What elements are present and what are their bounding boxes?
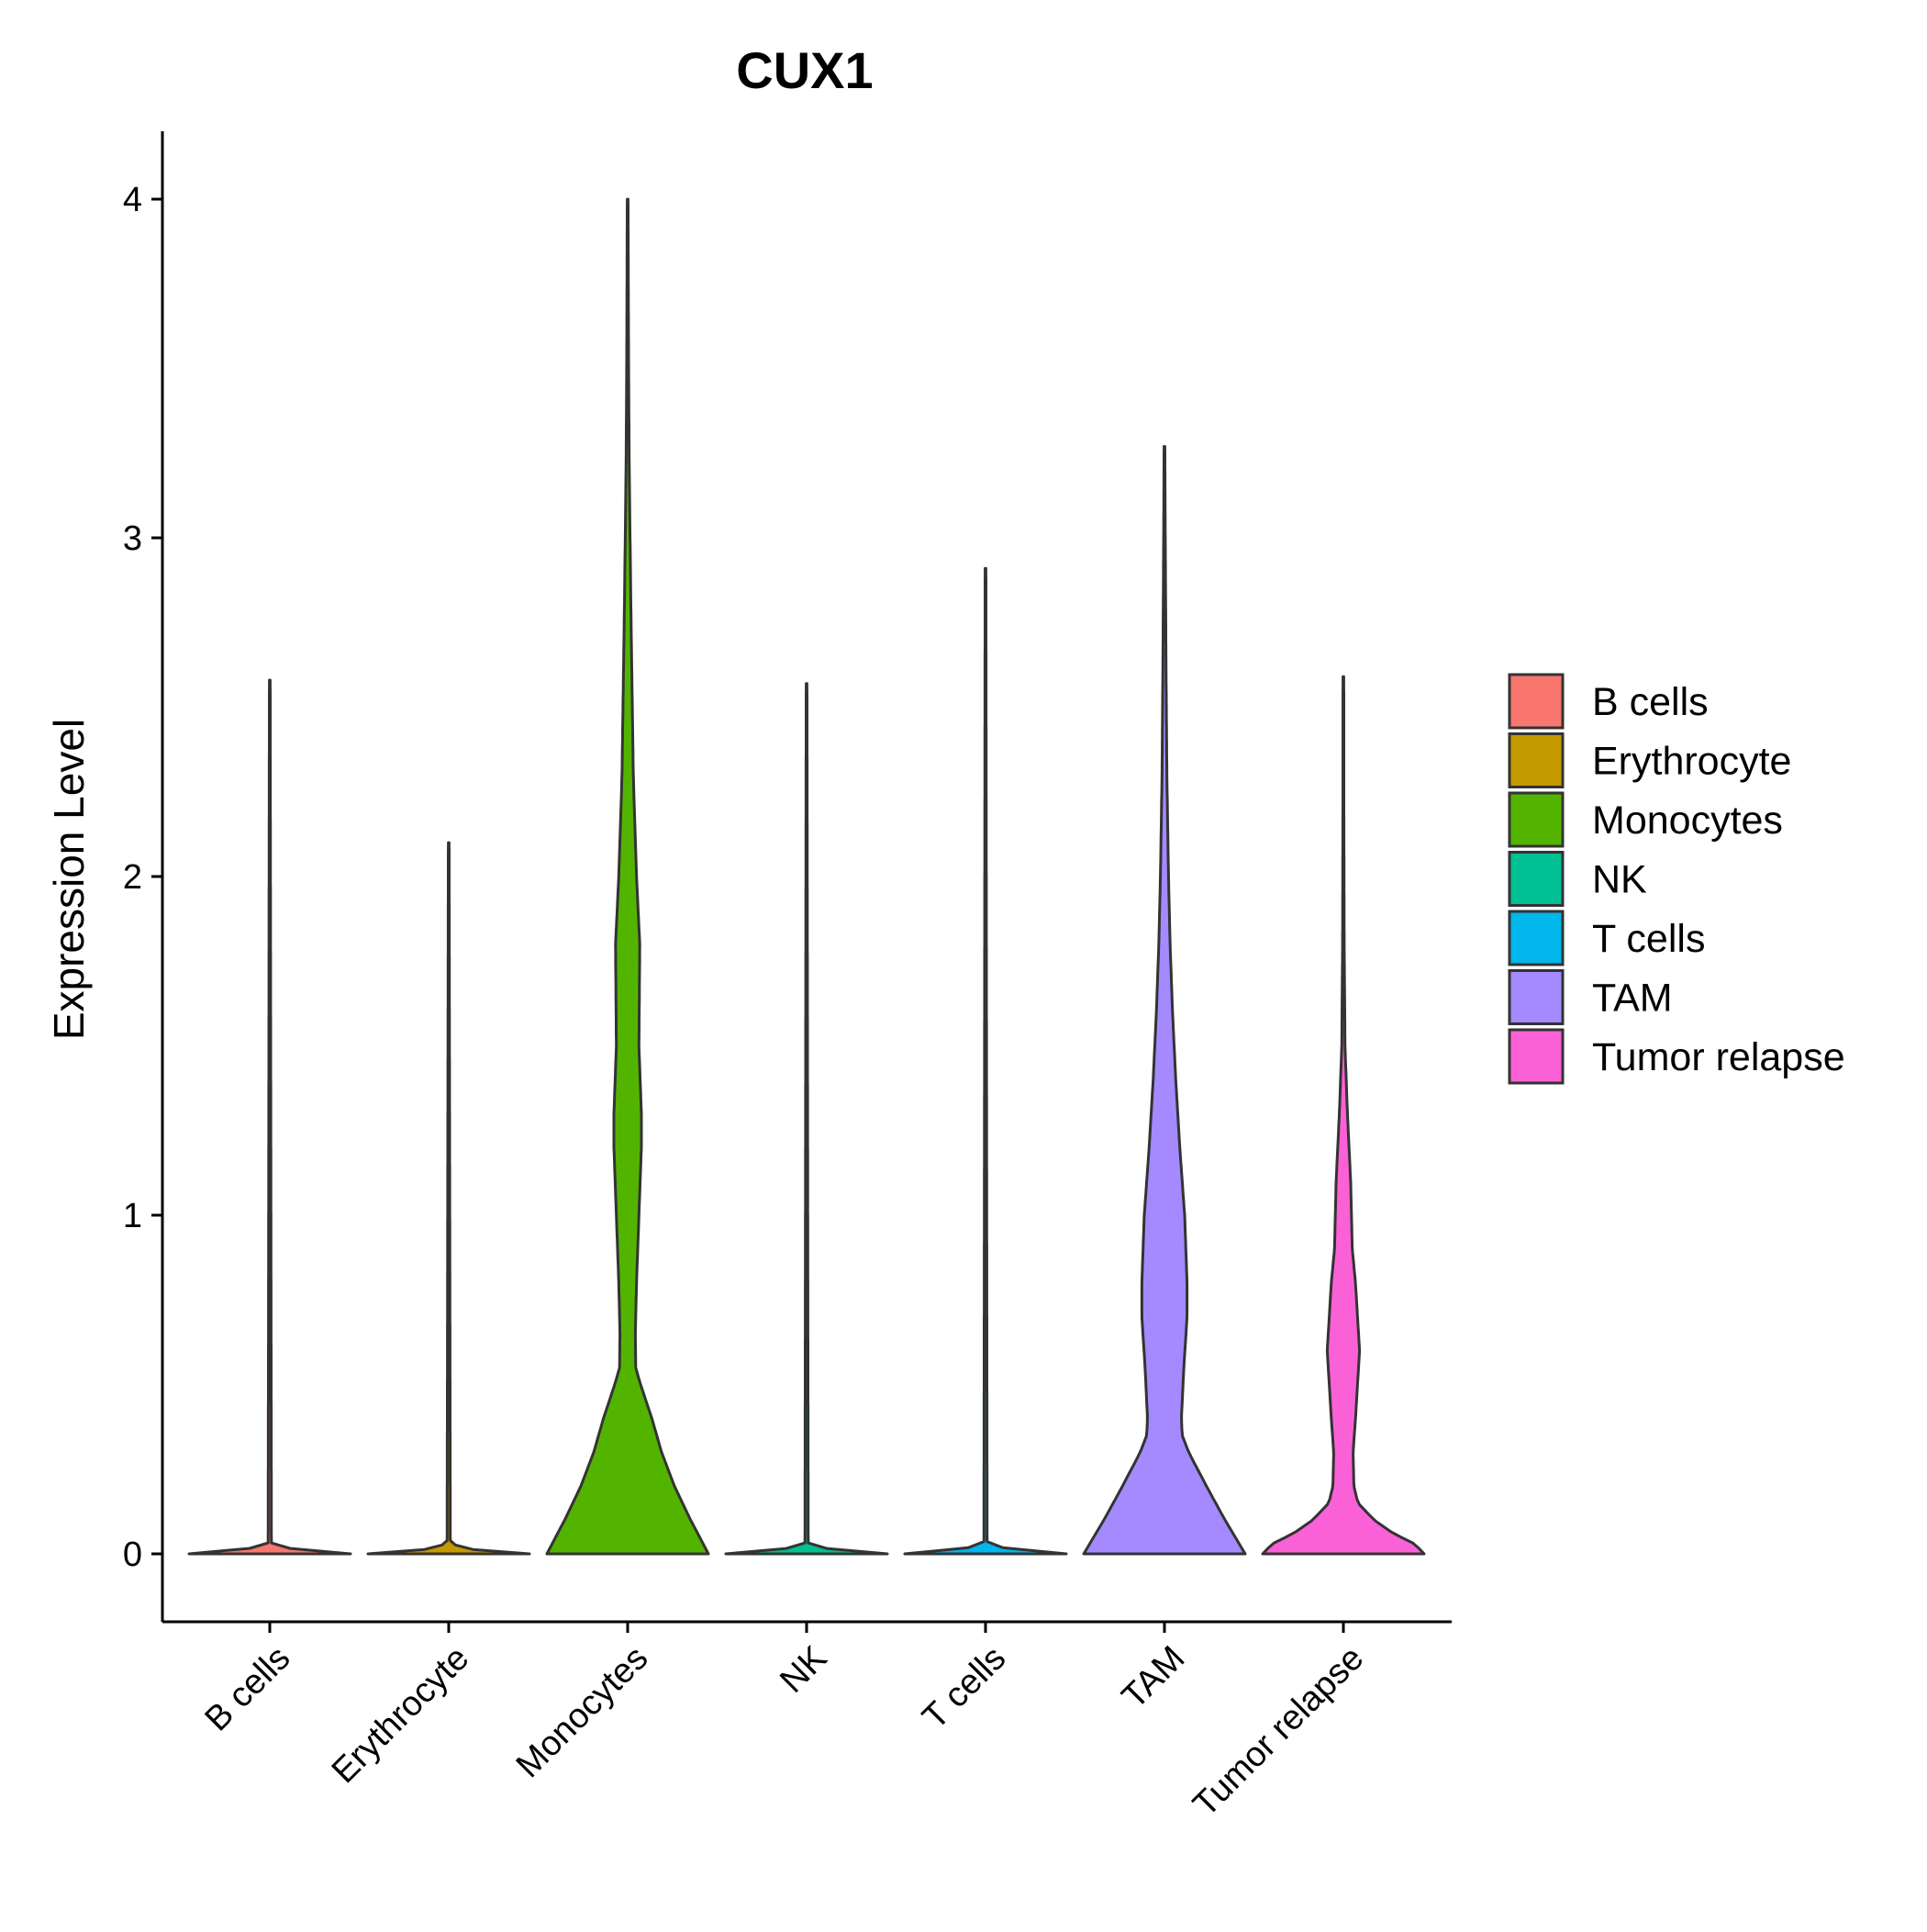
x-tick-label-b-cells: B cells: [198, 1639, 298, 1739]
x-tick-label-nk: NK: [773, 1639, 834, 1701]
violin-t-cells: [903, 566, 1068, 1556]
y-tick-label: 4: [123, 181, 142, 219]
legend-label-erythrocyte: Erythrocyte: [1592, 740, 1791, 784]
legend-label-b-cells: B cells: [1592, 680, 1709, 724]
chart-title: CUX1: [736, 41, 873, 99]
plot-area: [187, 197, 1426, 1556]
legend-key-monocytes: [1508, 791, 1565, 848]
legend-key-b-cells: [1508, 673, 1565, 730]
y-tick-label: 0: [123, 1536, 142, 1574]
y-tick-label: 1: [123, 1197, 142, 1235]
x-tick-label-monocytes: Monocytes: [509, 1639, 656, 1786]
violin-b-cells: [187, 678, 352, 1556]
violin-monocytes: [545, 197, 710, 1556]
axes: 0 1 2 3 4 B cells Erythrocyte Monocytes NK T cell…: [123, 131, 1452, 1825]
x-tick-label-tam: TAM: [1115, 1639, 1192, 1716]
y-tick-label: 3: [123, 519, 142, 558]
violin-tumor-relapse: [1261, 675, 1426, 1556]
legend-label-tumor-relapse: Tumor relapse: [1592, 1035, 1845, 1079]
violin-tam: [1082, 444, 1247, 1556]
legend-key-tam: [1508, 969, 1565, 1025]
legend-key-nk: [1508, 851, 1565, 907]
legend-label-tam: TAM: [1592, 977, 1673, 1021]
legend-label-monocytes: Monocytes: [1592, 798, 1783, 843]
x-tick-label-t-cells: T cells: [916, 1639, 1014, 1737]
x-tick-label-tumor-relapse: Tumor relapse: [1186, 1639, 1371, 1825]
legend-key-t-cells: [1508, 910, 1565, 966]
violin-erythrocyte: [366, 841, 531, 1556]
legend-key-tumor-relapse: [1508, 1028, 1565, 1085]
y-axis-label: Expression Level: [45, 719, 93, 1040]
legend-key-erythrocyte: [1508, 732, 1565, 788]
legend: B cells Erythrocyte Monocytes NK T cells TAM T…: [1508, 673, 1845, 1085]
x-tick-label-erythrocyte: Erythrocyte: [325, 1639, 477, 1792]
legend-label-t-cells: T cells: [1592, 917, 1705, 961]
y-tick-label: 2: [123, 858, 142, 897]
legend-label-nk: NK: [1592, 858, 1647, 902]
violin-nk: [724, 682, 889, 1556]
